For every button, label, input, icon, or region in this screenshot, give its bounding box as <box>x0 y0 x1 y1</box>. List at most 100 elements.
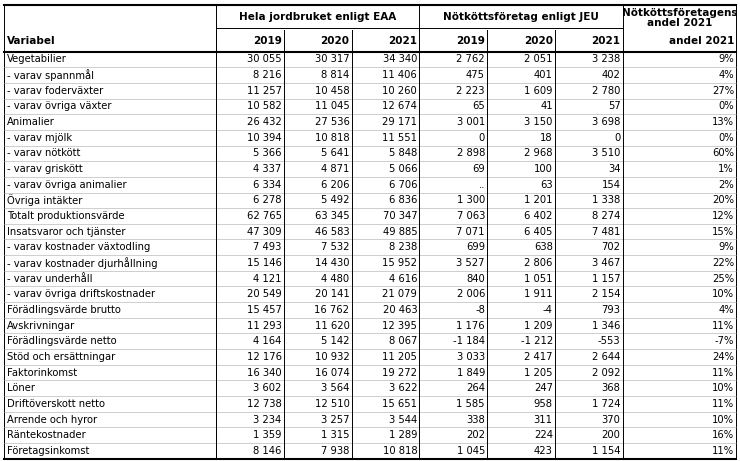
Text: 25%: 25% <box>712 274 734 284</box>
Text: 11%: 11% <box>712 446 734 456</box>
Bar <box>4 83 736 99</box>
Text: 69: 69 <box>472 164 485 174</box>
Text: 18: 18 <box>540 133 553 143</box>
Text: 13%: 13% <box>712 117 734 127</box>
Text: 4 871: 4 871 <box>321 164 349 174</box>
Text: -1 184: -1 184 <box>453 336 485 346</box>
Text: -8: -8 <box>475 305 485 315</box>
Text: 20%: 20% <box>712 195 734 205</box>
Text: 3 257: 3 257 <box>321 414 349 425</box>
Text: 247: 247 <box>534 383 553 393</box>
Bar <box>4 161 736 177</box>
Text: 1 849: 1 849 <box>457 367 485 378</box>
Text: andel 2021: andel 2021 <box>647 18 712 29</box>
Text: 3 698: 3 698 <box>592 117 621 127</box>
Text: Löner: Löner <box>7 383 35 393</box>
Text: 2021: 2021 <box>388 35 417 46</box>
Text: 4 121: 4 121 <box>253 274 282 284</box>
Text: 49 885: 49 885 <box>383 227 417 236</box>
Text: -4: -4 <box>543 305 553 315</box>
Text: 30 055: 30 055 <box>247 54 282 65</box>
Text: 16 074: 16 074 <box>314 367 349 378</box>
Text: 20 549: 20 549 <box>247 290 282 299</box>
Text: 8 814: 8 814 <box>321 70 349 80</box>
Text: 100: 100 <box>534 164 553 174</box>
Text: 15 651: 15 651 <box>383 399 417 409</box>
Bar <box>4 349 736 365</box>
Text: 368: 368 <box>602 383 621 393</box>
Bar <box>4 208 736 224</box>
Text: 3 150: 3 150 <box>525 117 553 127</box>
Text: 3 001: 3 001 <box>457 117 485 127</box>
Text: 6 405: 6 405 <box>525 227 553 236</box>
Text: 2 762: 2 762 <box>457 54 485 65</box>
Text: 8 216: 8 216 <box>253 70 282 80</box>
Text: 3 602: 3 602 <box>253 383 282 393</box>
Text: 3 033: 3 033 <box>457 352 485 362</box>
Text: 2 968: 2 968 <box>524 148 553 159</box>
Text: 3 467: 3 467 <box>592 258 621 268</box>
Text: 65: 65 <box>472 101 485 112</box>
Text: 2%: 2% <box>719 180 734 189</box>
Text: 1 359: 1 359 <box>253 430 282 440</box>
Text: -1 212: -1 212 <box>520 336 553 346</box>
Text: 12 738: 12 738 <box>247 399 282 409</box>
Text: Avskrivningar: Avskrivningar <box>7 320 75 331</box>
Text: - varav underhåll: - varav underhåll <box>7 274 92 284</box>
Text: 11 257: 11 257 <box>246 86 282 96</box>
Text: 1 585: 1 585 <box>457 399 485 409</box>
Text: 202: 202 <box>466 430 485 440</box>
Text: 6 706: 6 706 <box>388 180 417 189</box>
Text: 1 911: 1 911 <box>524 290 553 299</box>
Text: 3 544: 3 544 <box>389 414 417 425</box>
Text: - varav griskött: - varav griskött <box>7 164 82 174</box>
Text: 11%: 11% <box>712 320 734 331</box>
Text: 4%: 4% <box>719 70 734 80</box>
Text: 1 157: 1 157 <box>592 274 621 284</box>
Text: 702: 702 <box>602 242 621 252</box>
Text: 475: 475 <box>466 70 485 80</box>
Text: Nötköttsföretagens: Nötköttsföretagens <box>622 8 737 18</box>
Text: 41: 41 <box>540 101 553 112</box>
Text: 1 609: 1 609 <box>524 86 553 96</box>
Text: 200: 200 <box>602 430 621 440</box>
Text: 3 527: 3 527 <box>457 258 485 268</box>
Text: 8 238: 8 238 <box>389 242 417 252</box>
Text: 5 641: 5 641 <box>321 148 349 159</box>
Text: 12 395: 12 395 <box>383 320 417 331</box>
Text: 10%: 10% <box>712 414 734 425</box>
Text: 4%: 4% <box>719 305 734 315</box>
Text: 370: 370 <box>602 414 621 425</box>
Text: 2 223: 2 223 <box>457 86 485 96</box>
Bar <box>4 286 736 302</box>
Text: 1 154: 1 154 <box>592 446 621 456</box>
Bar <box>4 130 736 146</box>
Bar <box>4 318 736 333</box>
Text: 3 510: 3 510 <box>592 148 621 159</box>
Text: 30 317: 30 317 <box>314 54 349 65</box>
Text: Företagsinkomst: Företagsinkomst <box>7 446 89 456</box>
Text: 11 406: 11 406 <box>383 70 417 80</box>
Text: 10%: 10% <box>712 290 734 299</box>
Text: ..: .. <box>479 180 485 189</box>
Text: 21 079: 21 079 <box>383 290 417 299</box>
Text: 10 818: 10 818 <box>383 446 417 456</box>
Bar <box>4 380 736 396</box>
Text: Övriga intäkter: Övriga intäkter <box>7 195 82 206</box>
Text: 12 510: 12 510 <box>314 399 349 409</box>
Text: 7 493: 7 493 <box>253 242 282 252</box>
Text: 2 806: 2 806 <box>525 258 553 268</box>
Text: Insatsvaror och tjänster: Insatsvaror och tjänster <box>7 227 125 236</box>
Text: 62 765: 62 765 <box>246 211 282 221</box>
Text: 9%: 9% <box>719 54 734 65</box>
Bar <box>4 114 736 130</box>
Text: 2 780: 2 780 <box>592 86 621 96</box>
Text: 1 051: 1 051 <box>524 274 553 284</box>
Text: Nötköttsföretag enligt JEU: Nötköttsföretag enligt JEU <box>443 12 599 22</box>
Text: -553: -553 <box>598 336 621 346</box>
Text: 46 583: 46 583 <box>314 227 349 236</box>
Bar <box>4 427 736 443</box>
Text: 47 309: 47 309 <box>247 227 282 236</box>
Bar <box>4 396 736 412</box>
Text: 1%: 1% <box>719 164 734 174</box>
